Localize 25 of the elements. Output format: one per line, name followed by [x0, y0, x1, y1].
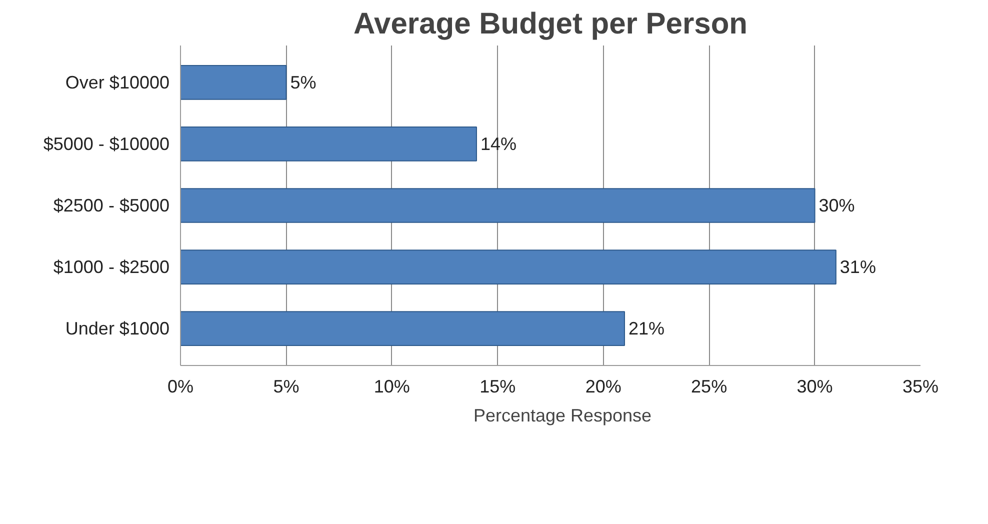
bar [180, 126, 477, 162]
data-label: 5% [290, 72, 316, 92]
data-label: 30% [818, 196, 855, 216]
data-label: 14% [480, 134, 517, 154]
x-tick-label: 10% [374, 376, 410, 396]
y-tick-label: $5000 - $10000 [43, 134, 170, 154]
data-label: 21% [628, 318, 665, 339]
x-tick-label: 35% [902, 376, 939, 396]
text: Percentage Response [473, 406, 652, 426]
chart-title: Average Budget per Person [354, 8, 748, 40]
bar [180, 188, 816, 223]
y-tick-label: $1000 - $2500 [53, 257, 170, 278]
x-tick-label: 20% [585, 376, 622, 396]
x-tick-label: 25% [691, 376, 728, 396]
y-tick-label: Over $10000 [65, 72, 170, 92]
x-tick-label: 30% [796, 376, 833, 396]
bar [180, 65, 287, 100]
data-label: 31% [840, 257, 876, 278]
x-tick-label: 0% [167, 376, 194, 396]
y-tick-label: $2500 - $5000 [53, 196, 170, 216]
x-tick-label: 15% [480, 376, 516, 396]
y-tick-label: Under $1000 [65, 318, 170, 339]
bar [180, 311, 625, 346]
bar [180, 250, 836, 284]
x-tick-label: 5% [273, 376, 300, 396]
